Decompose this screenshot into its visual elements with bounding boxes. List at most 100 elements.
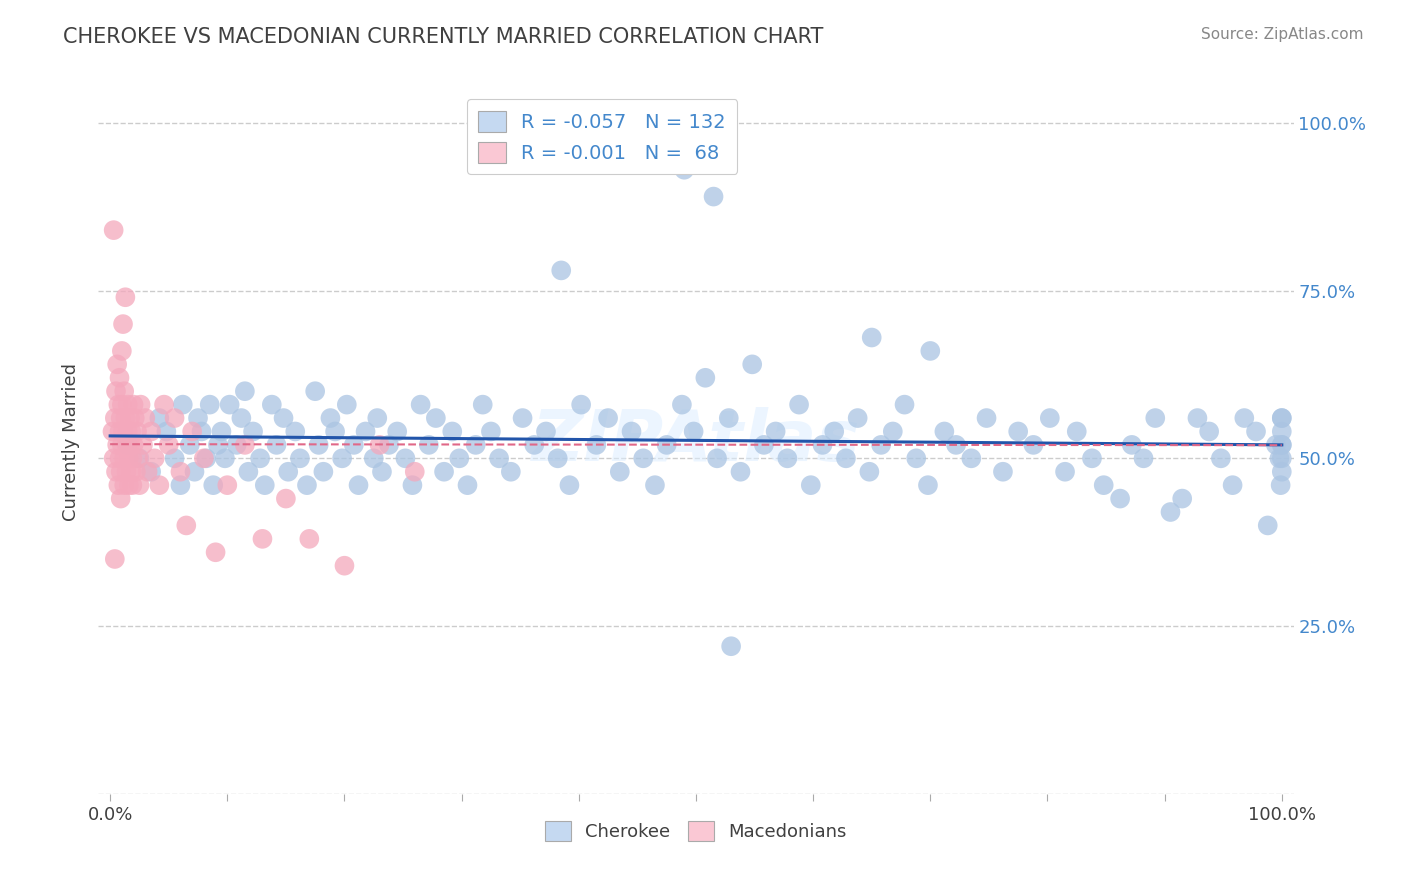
Point xyxy=(112,478,135,492)
Point xyxy=(644,478,666,492)
Point xyxy=(124,411,146,425)
Point xyxy=(179,438,201,452)
Point xyxy=(115,465,138,479)
Point xyxy=(882,425,904,439)
Point xyxy=(108,371,131,385)
Point xyxy=(336,398,359,412)
Point xyxy=(323,425,346,439)
Point xyxy=(1171,491,1194,506)
Point xyxy=(108,451,131,466)
Point xyxy=(835,451,858,466)
Point xyxy=(893,398,915,412)
Point xyxy=(585,438,607,452)
Point xyxy=(703,189,725,203)
Point xyxy=(163,411,186,425)
Point xyxy=(1081,451,1104,466)
Point xyxy=(233,384,256,399)
Point xyxy=(920,343,942,358)
Point xyxy=(211,425,233,439)
Point xyxy=(1271,465,1294,479)
Point xyxy=(512,411,534,425)
Point xyxy=(118,451,141,466)
Point xyxy=(730,465,752,479)
Point xyxy=(187,411,209,425)
Point xyxy=(598,411,620,425)
Point xyxy=(960,451,983,466)
Point xyxy=(1039,411,1062,425)
Point xyxy=(105,357,128,371)
Point xyxy=(1109,491,1132,506)
Point xyxy=(274,491,297,506)
Point xyxy=(499,465,522,479)
Point xyxy=(633,451,655,466)
Point xyxy=(312,465,335,479)
Point xyxy=(127,451,149,466)
Point xyxy=(112,384,135,399)
Point xyxy=(945,438,967,452)
Point xyxy=(363,451,385,466)
Point xyxy=(385,425,409,439)
Point xyxy=(846,411,869,425)
Point xyxy=(284,425,307,439)
Point xyxy=(1271,411,1294,425)
Point xyxy=(193,451,215,466)
Point xyxy=(298,532,321,546)
Point xyxy=(1265,438,1288,452)
Point xyxy=(811,438,834,452)
Point xyxy=(609,465,631,479)
Point xyxy=(121,478,143,492)
Point xyxy=(110,465,132,479)
Point xyxy=(534,425,557,439)
Point xyxy=(991,465,1014,479)
Point xyxy=(120,411,141,425)
Point xyxy=(120,425,142,439)
Point xyxy=(870,438,893,452)
Point xyxy=(752,438,775,452)
Point xyxy=(418,438,440,452)
Point xyxy=(1007,425,1029,439)
Text: ZIPAtlas: ZIPAtlas xyxy=(531,407,860,476)
Point xyxy=(231,411,253,425)
Point xyxy=(136,465,159,479)
Point xyxy=(118,478,141,492)
Point xyxy=(765,425,787,439)
Point xyxy=(1066,425,1088,439)
Point xyxy=(1271,438,1294,452)
Point xyxy=(858,465,880,479)
Point xyxy=(1022,438,1045,452)
Point xyxy=(673,162,696,177)
Point xyxy=(401,478,423,492)
Point xyxy=(343,438,366,452)
Point xyxy=(112,425,135,439)
Point xyxy=(114,290,136,304)
Point xyxy=(1271,411,1294,425)
Point xyxy=(108,425,131,439)
Point xyxy=(449,451,471,466)
Point xyxy=(174,518,197,533)
Point xyxy=(225,438,247,452)
Point xyxy=(242,425,264,439)
Point xyxy=(1271,451,1294,466)
Point xyxy=(273,411,295,425)
Point xyxy=(823,425,845,439)
Point xyxy=(143,451,166,466)
Point xyxy=(111,438,134,452)
Point xyxy=(934,425,956,439)
Point xyxy=(295,478,318,492)
Point xyxy=(122,438,145,452)
Point xyxy=(409,398,432,412)
Point xyxy=(682,425,704,439)
Point xyxy=(183,465,205,479)
Point xyxy=(720,639,742,653)
Y-axis label: Currently Married: Currently Married xyxy=(62,362,80,521)
Point xyxy=(195,451,218,466)
Point xyxy=(277,465,299,479)
Point xyxy=(157,438,180,452)
Point xyxy=(1244,425,1267,439)
Point xyxy=(110,411,132,425)
Point xyxy=(181,425,204,439)
Point xyxy=(111,398,134,412)
Point xyxy=(110,491,132,506)
Point xyxy=(117,425,139,439)
Point xyxy=(117,398,139,412)
